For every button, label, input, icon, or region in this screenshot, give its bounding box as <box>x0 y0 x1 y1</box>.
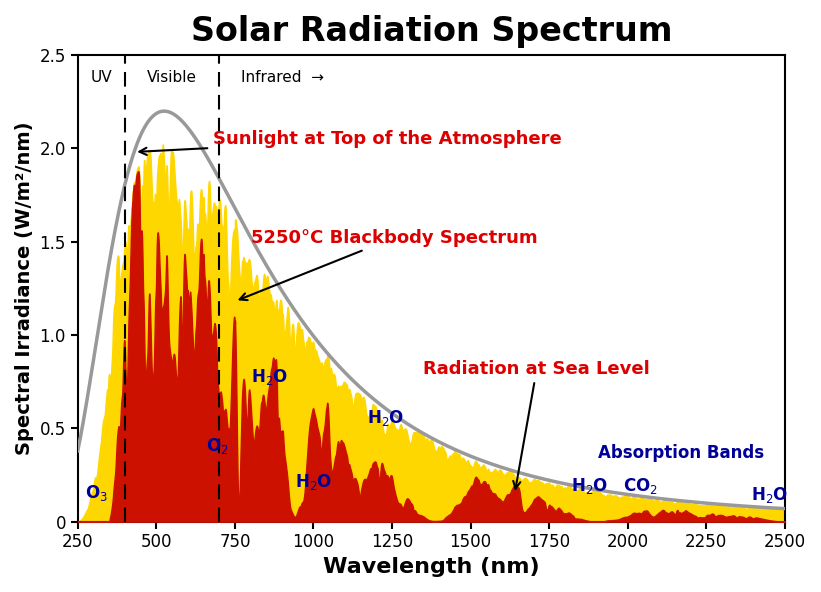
Text: H$_2$O: H$_2$O <box>367 408 405 428</box>
Text: CO$_2$: CO$_2$ <box>623 475 658 496</box>
Text: 5250°C Blackbody Spectrum: 5250°C Blackbody Spectrum <box>240 229 537 300</box>
Title: Solar Radiation Spectrum: Solar Radiation Spectrum <box>190 15 672 48</box>
Text: UV: UV <box>90 70 112 85</box>
X-axis label: Wavelength (nm): Wavelength (nm) <box>323 557 539 577</box>
Text: H$_2$O: H$_2$O <box>295 472 333 492</box>
Text: Sunlight at Top of the Atmosphere: Sunlight at Top of the Atmosphere <box>140 130 562 155</box>
Text: H$_2$O: H$_2$O <box>250 367 288 387</box>
Text: Absorption Bands: Absorption Bands <box>599 444 764 462</box>
Text: Infrared  →: Infrared → <box>241 70 324 85</box>
Y-axis label: Spectral Irradiance (W/m²/nm): Spectral Irradiance (W/m²/nm) <box>15 121 34 455</box>
Text: O$_3$: O$_3$ <box>85 483 108 503</box>
Text: O$_2$: O$_2$ <box>206 436 228 456</box>
Text: H$_2$O: H$_2$O <box>750 485 788 505</box>
Text: Radiation at Sea Level: Radiation at Sea Level <box>424 359 650 488</box>
Text: H$_2$O: H$_2$O <box>571 475 608 496</box>
Text: Visible: Visible <box>147 70 197 85</box>
